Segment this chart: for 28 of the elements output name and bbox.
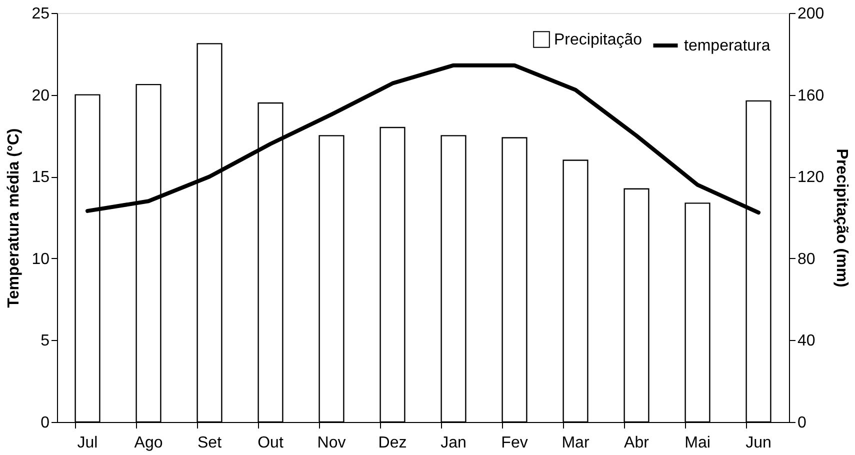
y-tick-label: 10 [32,250,50,268]
y-tick-label: 20 [32,87,50,104]
y-axis-title: Temperatura média (°C) [6,128,23,308]
x-tick-label: Set [197,434,222,452]
x-tick-label: Jun [746,434,772,452]
y2-tick-label: 200 [798,6,824,22]
y2-tick-label: 0 [798,414,806,432]
y-tick-label: 5 [40,332,50,350]
y-tick-label: 25 [32,6,50,22]
x-tick-label: Nov [317,434,346,452]
x-tick-label: Jul [77,434,98,452]
x-tick-label: Fev [501,434,528,452]
x-tick-label: Jan [440,434,466,452]
y2-tick-label: 40 [798,332,816,350]
x-tick-label: Ago [134,434,163,452]
x-tick-label: Abr [624,434,650,452]
legend-label: Precipitação [554,32,642,48]
y2-tick-label: 80 [798,250,816,268]
x-tick-label: Mai [684,434,710,452]
x-tick-label: Dez [378,434,407,452]
y-tick-label: 0 [40,414,50,432]
y2-tick-label: 120 [798,169,824,186]
legend-label: temperatura [684,38,770,54]
y2-tick-label: 160 [798,87,824,104]
x-tick-label: Mar [562,434,590,452]
y-tick-label: 15 [32,169,50,186]
y2-axis-title: Precipitação (mm) [833,148,850,288]
x-tick-label: Out [258,434,284,452]
